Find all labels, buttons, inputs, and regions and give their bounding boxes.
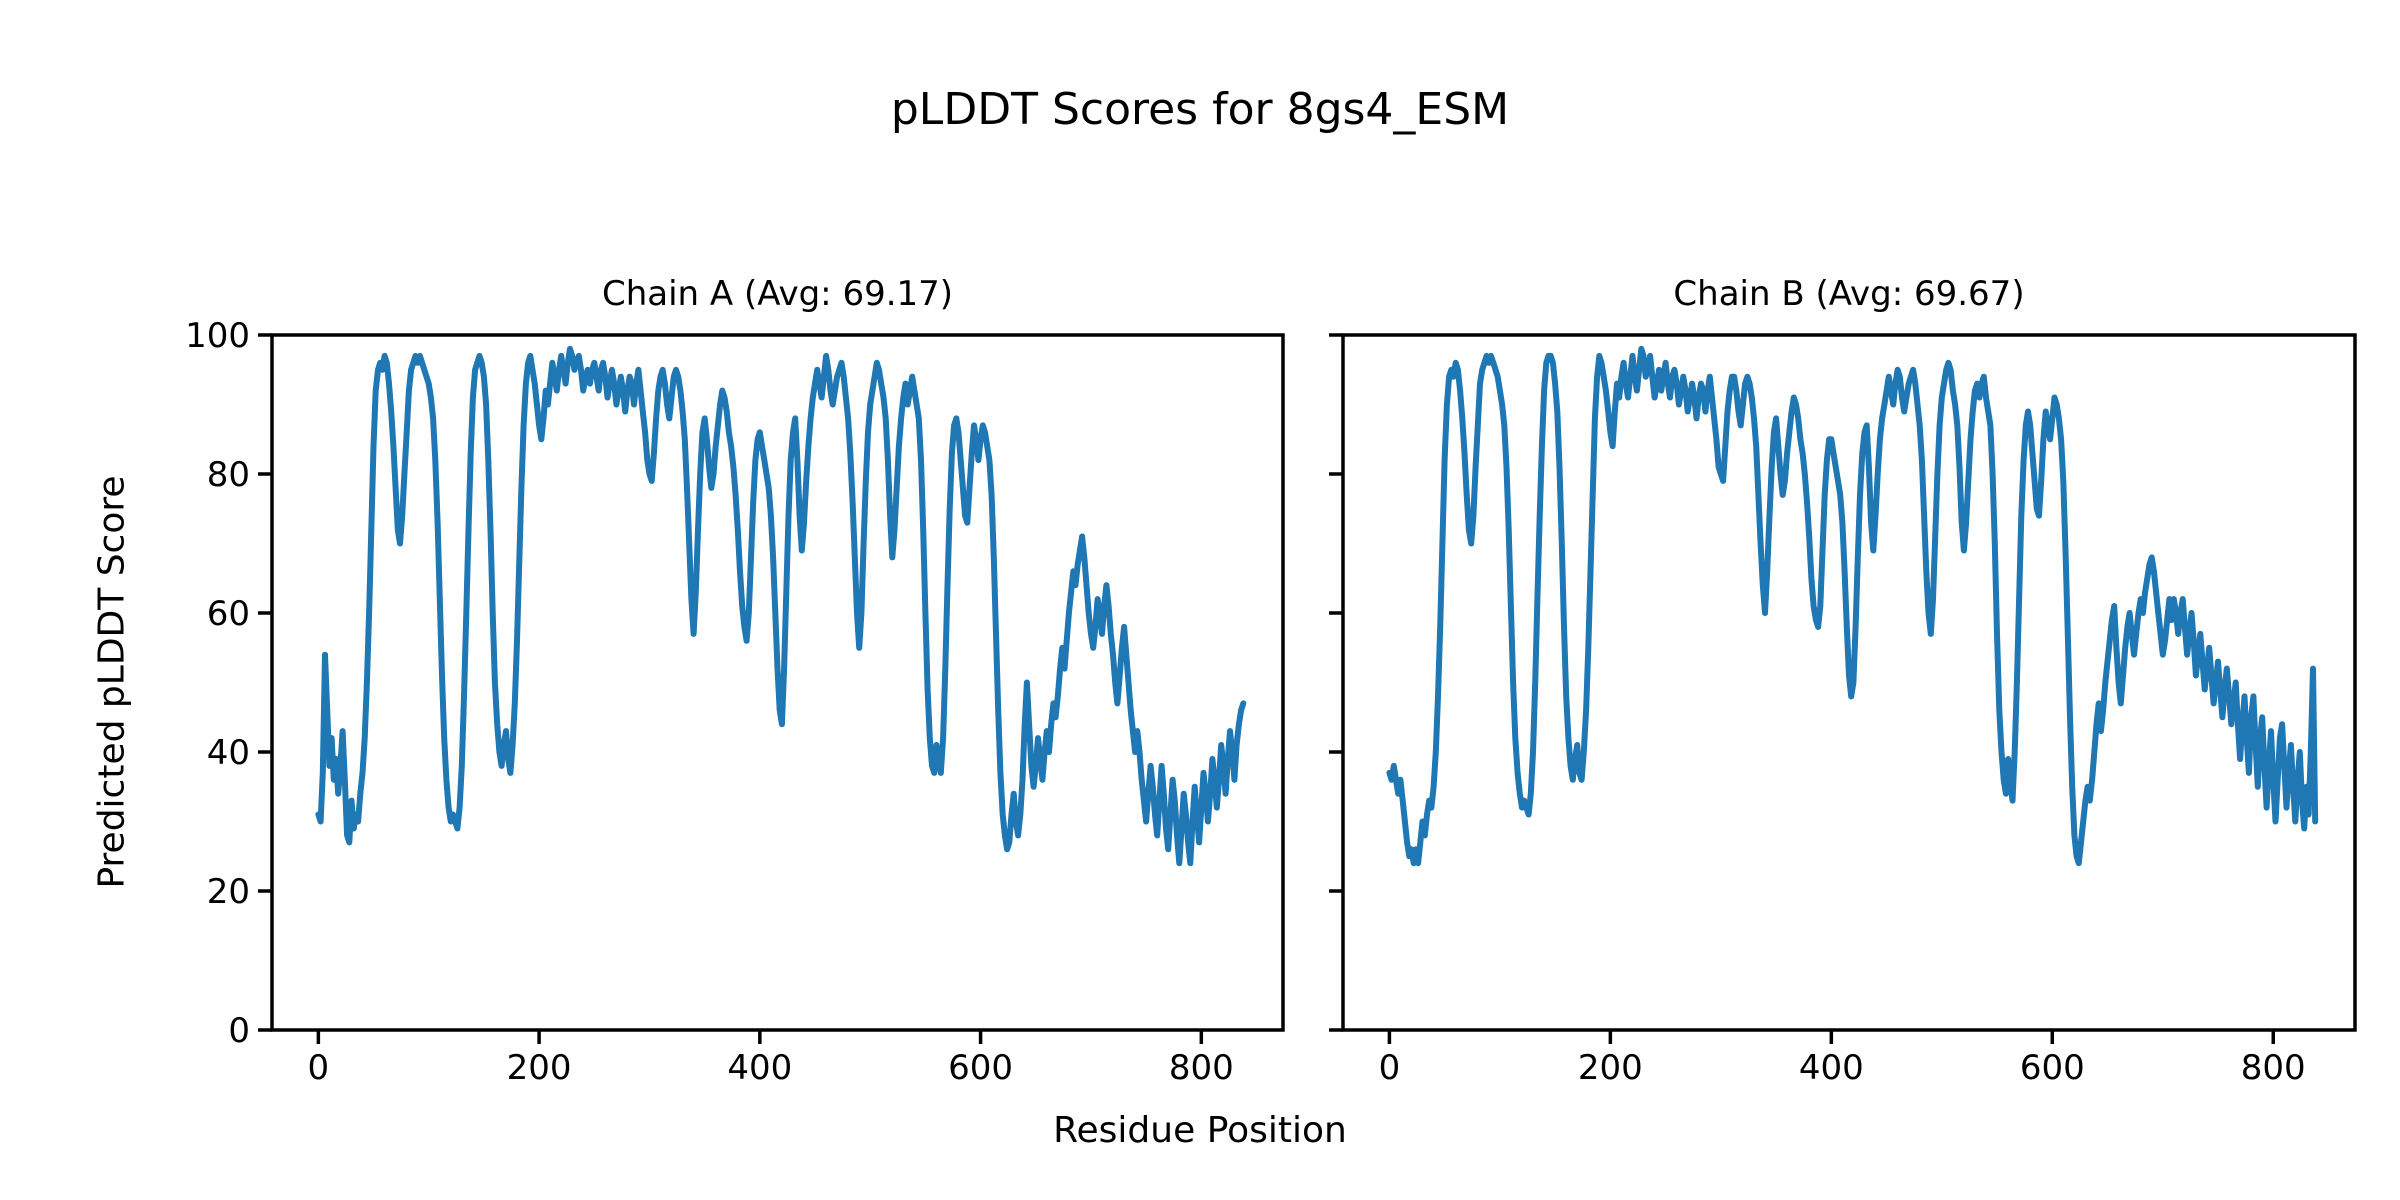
y-tick-label: 0 <box>228 1011 250 1051</box>
x-tick-label: 200 <box>507 1048 572 1088</box>
chain-a-plot: 0 200 400 600 800 0 20 40 60 80 100 <box>185 316 1285 1088</box>
axes-spines <box>1341 333 2357 1032</box>
x-tick-label: 0 <box>308 1048 330 1088</box>
x-tick-label: 800 <box>1169 1048 1234 1088</box>
x-tick-label: 600 <box>948 1048 1013 1088</box>
chain-a-subplot-title: Chain A (Avg: 69.17) <box>601 274 954 314</box>
plddt-line-chain-a <box>315 345 1247 867</box>
axes-spines <box>270 333 1285 1032</box>
x-tick-label: 0 <box>1379 1048 1401 1088</box>
x-axis-label: Residue Position <box>1053 1110 1347 1151</box>
y-tick-label: 100 <box>185 316 250 356</box>
x-tick-label: 400 <box>1799 1048 1864 1088</box>
chain-b-subplot-title: Chain B (Avg: 69.67) <box>1673 274 2025 314</box>
x-tick-label: 200 <box>1578 1048 1643 1088</box>
figure-title: pLDDT Scores for 8gs4_ESM <box>890 84 1510 135</box>
x-tick-label: 600 <box>2020 1048 2085 1088</box>
plddt-line-chain-b <box>1386 345 2319 867</box>
y-tick-label: 60 <box>207 594 250 634</box>
y-tick-label: 40 <box>207 733 250 773</box>
x-tick-label: 800 <box>2241 1048 2306 1088</box>
y-tick-label: 80 <box>207 455 250 495</box>
x-tick-label: 400 <box>727 1048 792 1088</box>
chain-b-plot: 0 200 400 600 800 <box>1329 333 2357 1088</box>
y-tick-label: 20 <box>207 872 250 912</box>
